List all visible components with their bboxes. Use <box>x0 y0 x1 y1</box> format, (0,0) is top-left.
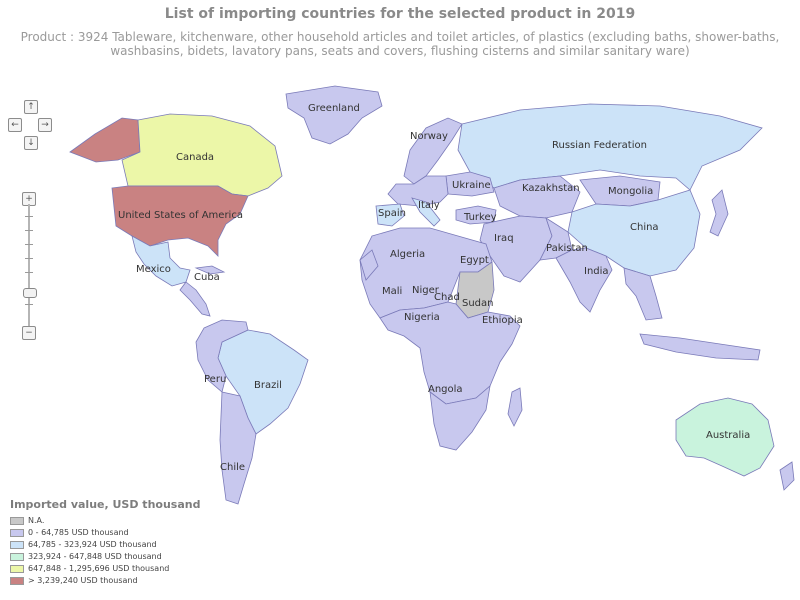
label-turkey: Turkey <box>463 212 497 223</box>
legend-swatch <box>10 528 24 537</box>
label-egypt: Egypt <box>460 255 489 266</box>
label-cuba: Cuba <box>194 272 220 283</box>
country-mexico[interactable] <box>131 235 191 287</box>
zoom-slider-handle[interactable] <box>23 288 37 298</box>
label-ethiopia: Ethiopia <box>482 315 523 326</box>
label-nigeria: Nigeria <box>404 312 440 323</box>
country-india[interactable] <box>555 247 613 313</box>
legend: Imported value, USD thousand N.A. 0 - 64… <box>10 498 250 587</box>
label-chile: Chile <box>220 462 245 473</box>
legend-label: 647,848 - 1,295,696 USD thousand <box>28 564 170 573</box>
label-brazil: Brazil <box>254 380 282 391</box>
label-peru: Peru <box>204 374 226 385</box>
legend-item: 64,785 - 323,924 USD thousand <box>10 539 250 550</box>
country-cuba[interactable] <box>194 265 226 275</box>
country-western-sahara[interactable] <box>359 249 379 281</box>
zoom-tick <box>25 258 33 259</box>
label-algeria: Algeria <box>390 249 425 260</box>
country-australia[interactable] <box>675 397 775 477</box>
zoom-tick <box>25 230 33 231</box>
legend-label: N.A. <box>28 516 45 525</box>
label-angola: Angola <box>428 384 463 395</box>
country-europe[interactable] <box>387 175 449 207</box>
label-china: China <box>630 222 659 233</box>
label-chad: Chad <box>434 292 460 303</box>
country-madagascar[interactable] <box>507 387 523 427</box>
legend-swatch <box>10 540 24 549</box>
legend-item: 647,848 - 1,295,696 USD thousand <box>10 563 250 574</box>
zoom-in-button[interactable]: + <box>22 192 36 206</box>
legend-label: 0 - 64,785 USD thousand <box>28 528 129 537</box>
label-russia: Russian Federation <box>552 140 647 151</box>
label-ukraine: Ukraine <box>452 180 491 191</box>
country-canada[interactable] <box>121 113 283 197</box>
label-italy: Italy <box>418 200 440 211</box>
legend-swatch <box>10 552 24 561</box>
label-australia: Australia <box>706 430 750 441</box>
pan-control: ↑ ← → ↓ <box>8 100 54 150</box>
legend-swatch <box>10 564 24 573</box>
legend-item: 323,924 - 647,848 USD thousand <box>10 551 250 562</box>
label-india: India <box>584 266 609 277</box>
country-indonesia[interactable] <box>639 333 761 361</box>
country-brazil[interactable] <box>217 329 309 435</box>
country-spain[interactable] <box>375 203 405 227</box>
legend-title: Imported value, USD thousand <box>10 498 201 511</box>
zoom-tick <box>25 272 33 273</box>
zoom-tick <box>25 244 33 245</box>
label-mexico: Mexico <box>136 264 171 275</box>
country-southern-africa[interactable] <box>429 384 491 451</box>
label-sudan: Sudan <box>462 298 494 309</box>
country-japan[interactable] <box>709 189 729 237</box>
legend-label: 64,785 - 323,924 USD thousand <box>28 540 157 549</box>
label-greenland: Greenland <box>308 103 360 114</box>
pan-up-button[interactable]: ↑ <box>24 100 38 114</box>
legend-item: 0 - 64,785 USD thousand <box>10 527 250 538</box>
legend-label: 323,924 - 647,848 USD thousand <box>28 552 162 561</box>
label-niger: Niger <box>412 285 440 296</box>
country-greenland[interactable] <box>285 85 383 145</box>
pan-down-button[interactable]: ↓ <box>24 136 38 150</box>
country-italy[interactable] <box>411 197 441 227</box>
legend-item: N.A. <box>10 515 250 526</box>
zoom-tick <box>25 216 33 217</box>
legend-label: > 3,239,240 USD thousand <box>28 576 138 585</box>
label-norway: Norway <box>410 131 448 142</box>
label-mongolia: Mongolia <box>608 186 653 197</box>
country-norway[interactable] <box>403 117 463 185</box>
country-se-asia[interactable] <box>623 267 663 321</box>
map-subtitle: Product : 3924 Tableware, kitchenware, o… <box>20 30 780 58</box>
zoom-slider-track[interactable] <box>28 204 30 328</box>
country-central-africa[interactable] <box>379 301 521 405</box>
country-usa[interactable] <box>111 185 249 257</box>
legend-swatch <box>10 576 24 585</box>
label-kazakhstan: Kazakhstan <box>522 183 580 194</box>
map-title: List of importing countries for the sele… <box>164 6 636 22</box>
zoom-out-button[interactable]: − <box>22 326 36 340</box>
country-usa-alaska[interactable] <box>69 117 141 163</box>
label-usa: United States of America <box>118 210 243 221</box>
label-mali: Mali <box>382 286 402 297</box>
pan-left-button[interactable]: ← <box>8 118 22 132</box>
country-new-zealand[interactable] <box>779 461 795 491</box>
country-central-america[interactable] <box>179 281 211 317</box>
legend-item: > 3,239,240 USD thousand <box>10 575 250 586</box>
country-chile[interactable] <box>219 391 257 505</box>
label-canada: Canada <box>176 152 214 163</box>
label-spain: Spain <box>378 208 406 219</box>
country-north-africa[interactable] <box>359 227 493 319</box>
pan-right-button[interactable]: → <box>38 118 52 132</box>
label-pakistan: Pakistan <box>546 243 588 254</box>
legend-swatch <box>10 516 24 525</box>
zoom-control: + − <box>22 192 37 340</box>
zoom-tick <box>25 304 33 305</box>
country-peru[interactable] <box>195 319 249 393</box>
label-iraq: Iraq <box>494 233 514 244</box>
